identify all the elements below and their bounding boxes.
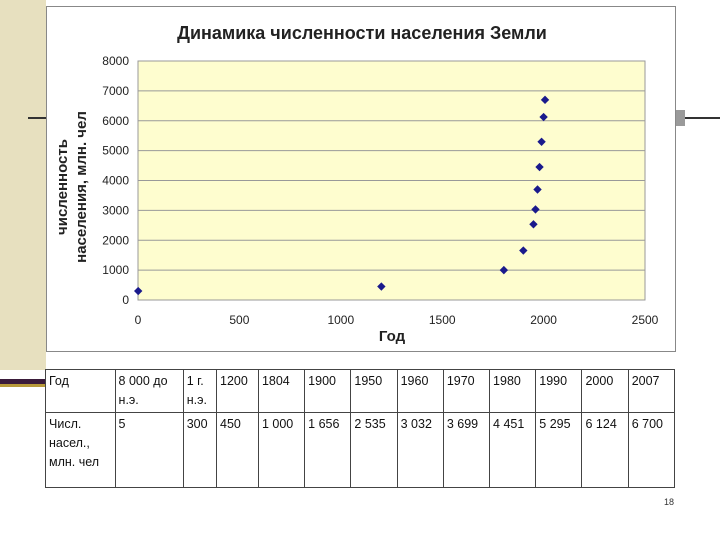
page-number: 18 (664, 497, 675, 507)
table-row-year: Год 8 000 до н.э. 1 г. н.э. 1200 1804 1900 1950 1… (45, 369, 676, 413)
x-tick-label: 2500 (632, 313, 659, 327)
table-cell-year: 2000 (581, 369, 629, 413)
data-point-marker (377, 282, 386, 291)
decor-rule-right (672, 117, 720, 119)
table-cell-year: 1200 (216, 369, 259, 413)
left-decor-bar (0, 0, 46, 370)
table-cell-text: 1970 (446, 374, 475, 388)
decor-stripe-gold (0, 384, 46, 387)
table-cell-pop: 3 032 (396, 412, 444, 488)
table-cell-pop: 2 535 (350, 412, 398, 488)
table-cell-text: 6 700 (631, 417, 663, 431)
x-tick-label: 0 (135, 313, 142, 327)
table-cell-text: 2007 (631, 374, 660, 388)
table-cell-text: 1 656 (308, 417, 340, 431)
table-row-pop: Числ. насел., млн. чел 5 300 450 1 000 1 656 2 5… (45, 412, 676, 488)
table-cell-text: 1900 (308, 374, 336, 388)
data-point-marker (537, 137, 546, 147)
x-tick-label: 1500 (429, 313, 456, 327)
table-cell-pop: 6 124 (581, 412, 629, 488)
y-axis-label-line2: населения, млн. чел (73, 111, 90, 263)
y-tick-label: 8000 (102, 54, 129, 68)
table-cell-pop: 1 000 (257, 412, 306, 488)
table-cell-text: 3 032 (400, 417, 432, 431)
data-point-marker (533, 185, 542, 194)
table-cell-text: Год (49, 374, 69, 388)
population-table: Год 8 000 до н.э. 1 г. н.э. 1200 1804 1900 1950 1… (45, 369, 676, 488)
table-cell-year: 1 г. н.э. (182, 369, 218, 413)
table-cell-text: Числ. (49, 417, 82, 431)
data-point-marker (134, 286, 143, 296)
y-tick-label: 0 (122, 293, 129, 307)
table-cell-pop: 300 (182, 412, 218, 488)
table-cell-text: 1 000 (261, 417, 294, 431)
table-cell-year: Год (45, 369, 116, 413)
y-tick-label: 4000 (102, 174, 129, 188)
y-tick-label: 2000 (102, 233, 129, 247)
table-cell-text: насел., (49, 436, 90, 450)
table-cell-text: 450 (220, 417, 241, 431)
x-tick-label: 2000 (530, 313, 557, 327)
table-cell-pop: 3 699 (442, 412, 491, 488)
table-cell-year: 1970 (442, 369, 491, 413)
table-cell-year: 1900 (304, 369, 352, 413)
table-cell-year: 1804 (257, 369, 306, 413)
y-axis-label-line1: численность (54, 139, 71, 235)
table-cell-pop: 6 700 (627, 412, 676, 488)
x-axis-label: Год (379, 328, 406, 345)
population-table-body: Год 8 000 до н.э. 1 г. н.э. 1200 1804 1900 1950 1… (45, 369, 676, 488)
table-cell-year: 1980 (489, 369, 537, 413)
y-tick-label: 1000 (102, 263, 129, 277)
data-point-marker (499, 265, 509, 275)
table-cell-pop: 450 (216, 412, 259, 488)
decor-rule-left (28, 117, 48, 119)
table-cell-year: 1950 (350, 369, 398, 413)
tick-labels: 0 1000 2000 3000 4000 5000 6000 7000 8000 0 500 100… (102, 54, 658, 327)
table-cell-text: 1980 (493, 374, 521, 388)
table-cell-text: 300 (186, 417, 208, 431)
table-cell-text: 5 (118, 417, 126, 431)
y-tick-label: 6000 (102, 114, 129, 128)
table-cell-text: 1960 (400, 374, 429, 388)
table-cell-pop: 5 295 (535, 412, 583, 488)
table-cell-pop: Числ. насел., млн. чел (45, 412, 116, 488)
table-cell-year: 1960 (396, 369, 444, 413)
table-cell-text: 8 000 до (118, 374, 168, 388)
grid-lines (138, 90, 645, 271)
table-cell-text: 1 г. (186, 374, 204, 388)
table-cell-pop: 1 656 (304, 412, 352, 488)
decor-stripe-dark (0, 379, 46, 384)
table-cell-text: н.э. (186, 393, 207, 407)
chart-container: Динамика численности населения Земли 0 10… (46, 6, 676, 352)
table-cell-pop: 5 (114, 412, 184, 488)
table-cell-year: 8 000 до н.э. (114, 369, 184, 413)
y-tick-label: 5000 (102, 144, 129, 158)
table-cell-text: млн. чел (49, 455, 100, 469)
x-tick-label: 1000 (327, 313, 354, 327)
decor-tab-right (676, 110, 685, 126)
table-cell-text: н.э. (118, 393, 139, 407)
population-scatter-chart: Динамика численности населения Земли 0 10… (54, 23, 659, 345)
table-cell-text: 6 124 (585, 417, 617, 431)
table-cell-text: 2 535 (354, 417, 386, 431)
table-cell-year: 1990 (535, 369, 583, 413)
table-cell-text: 5 295 (539, 417, 571, 431)
table-cell-text: 4 451 (493, 417, 525, 431)
table-cell-text: 1200 (220, 374, 248, 388)
chart-title: Динамика численности населения Земли (177, 23, 547, 43)
table-cell-text: 1990 (539, 374, 568, 388)
x-tick-label: 500 (229, 313, 249, 327)
table-cell-text: 1804 (261, 374, 290, 388)
data-point-marker (539, 112, 548, 122)
table-cell-year: 2007 (627, 369, 676, 413)
y-tick-label: 3000 (102, 203, 129, 217)
table-cell-text: 3 699 (446, 417, 479, 431)
table-cell-text: 1950 (354, 374, 383, 388)
y-tick-label: 7000 (102, 84, 129, 98)
table-cell-pop: 4 451 (489, 412, 537, 488)
table-cell-text: 2000 (585, 374, 614, 388)
